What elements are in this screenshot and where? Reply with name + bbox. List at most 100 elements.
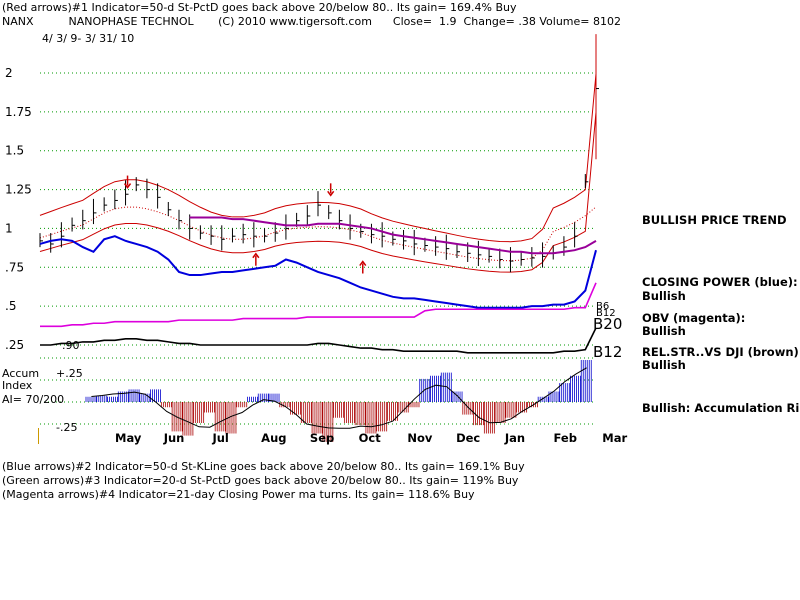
- closing-power-label: CLOSING POWER (blue):: [642, 275, 798, 289]
- price-bar: [189, 214, 193, 240]
- x-tick-label: Oct: [359, 431, 382, 445]
- x-tick-label: Sep: [310, 431, 334, 445]
- signal-arrows: [123, 175, 367, 274]
- accumulation-status: Bullish: Accumulation Rising: [642, 401, 800, 415]
- y-tick-label: 1.75: [5, 105, 32, 119]
- indicator-lines: [39, 216, 597, 354]
- x-tick-label: Feb: [554, 431, 577, 445]
- accum-bar: [548, 391, 560, 402]
- accum-bar: [268, 393, 280, 402]
- red-arrow: [252, 252, 260, 266]
- price-bar: [274, 222, 279, 242]
- accum-bar: [376, 402, 388, 432]
- y-tick-label: 1.25: [5, 183, 32, 197]
- footer-indicator-2: (Blue arrows)#2 Indicator=50-d St-KLine …: [2, 460, 525, 473]
- price-bar: [146, 178, 150, 199]
- price-bar: [445, 234, 450, 260]
- series-line: [40, 327, 597, 354]
- accum-minus-tick: -.25: [56, 421, 78, 434]
- accum-bar: [516, 402, 528, 413]
- left-marker: [38, 428, 39, 444]
- accum-bar: [387, 402, 398, 421]
- price-bar: [71, 217, 76, 232]
- accum-bar: [257, 393, 269, 402]
- price-bar: [82, 209, 86, 230]
- closing-power-status: Bullish: [642, 289, 686, 303]
- lower-band: [39, 112, 597, 273]
- price-bar: [542, 242, 546, 268]
- accum-bar: [343, 402, 355, 423]
- red-arrow: [359, 260, 367, 274]
- price-bar: [531, 247, 535, 267]
- accum-bar: [505, 402, 517, 418]
- price-bar: [60, 222, 65, 248]
- y-tick-label: .5: [5, 299, 16, 313]
- y-tick-label: 1.5: [5, 144, 24, 158]
- upper-band: [39, 73, 597, 243]
- y-tick-label: 1: [5, 221, 13, 235]
- signal-b6: B6: [596, 301, 610, 312]
- y-tick-label: .25: [5, 338, 24, 352]
- arrow-head: [123, 183, 132, 189]
- price-bar: [242, 223, 247, 244]
- price-bar: [178, 209, 182, 230]
- signal-b12-small: B12: [596, 308, 616, 319]
- accum-bar: [160, 402, 172, 408]
- accum-bar: [483, 402, 495, 434]
- price-bar: [584, 174, 589, 189]
- price-bar: [381, 222, 386, 248]
- accum-bar: [580, 360, 592, 402]
- price-bar: [477, 240, 482, 267]
- price-bar: [499, 248, 503, 269]
- red-arrow: [327, 183, 335, 197]
- price-bar: [157, 183, 161, 209]
- price-bar: [520, 251, 525, 266]
- x-tick-label: Jul: [211, 431, 228, 445]
- price-bar: [285, 214, 289, 240]
- header-indicator-1: (Red arrows)#1 Indicator=50-d St-PctD go…: [2, 1, 517, 14]
- footer-indicator-3: (Green arrows)#3 Indicator=20-d St-PctD …: [2, 474, 519, 487]
- price-bar: [167, 202, 172, 216]
- accum-bar: [107, 396, 118, 402]
- price-bar: [574, 222, 578, 248]
- signal-b20: B20: [593, 315, 623, 333]
- mid-band: [39, 206, 597, 262]
- price-bar: [317, 191, 321, 217]
- y-tick-label: 2: [5, 66, 13, 80]
- signal-b12: B12: [593, 343, 623, 361]
- accum-bar: [333, 402, 345, 418]
- price-bar: [328, 205, 332, 220]
- accum-bar: [290, 402, 301, 415]
- series-line: [189, 216, 597, 255]
- accum-bar: [139, 393, 151, 402]
- red-arrow: [123, 175, 132, 189]
- accum-bar: [225, 402, 237, 434]
- date-range: 4/ 3/ 9- 3/ 31/ 10: [42, 32, 135, 45]
- accum-bar: [204, 402, 215, 413]
- x-tick-label: Dec: [456, 431, 480, 445]
- arrow-head: [359, 260, 367, 266]
- price-bar: [92, 198, 97, 225]
- price-bar: [199, 225, 204, 240]
- relstr-status: Bullish: [642, 358, 686, 372]
- accum-bar: [182, 402, 194, 436]
- ai-label: AI= 70/200: [2, 393, 65, 406]
- accum-bar: [354, 402, 366, 426]
- price-bar: [456, 243, 460, 258]
- accum-bar: [300, 402, 312, 423]
- price-bar: [595, 34, 599, 160]
- arrow-head: [327, 190, 335, 197]
- price-bar: [360, 223, 364, 238]
- price-bar: [103, 197, 108, 212]
- price-bar: [135, 177, 140, 192]
- trend-label: BULLISH PRICE TREND: [642, 213, 787, 227]
- accum-bar: [419, 378, 431, 402]
- accum-bar: [473, 402, 484, 426]
- price-bar: [306, 205, 311, 225]
- obv-status: Bullish: [642, 324, 686, 338]
- price-bar: [370, 223, 375, 244]
- accum-bar: [559, 383, 571, 402]
- accum-bar: [311, 402, 323, 434]
